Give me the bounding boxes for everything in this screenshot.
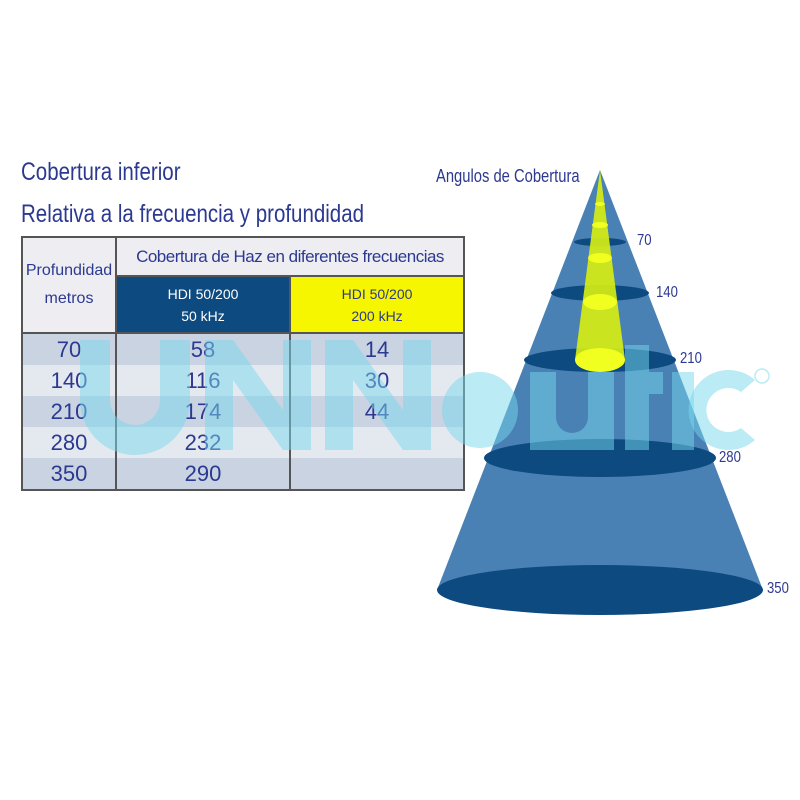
depth-label-350: 350 — [767, 580, 789, 597]
depth-ellipse-350 — [437, 565, 763, 615]
depth-label-280: 280 — [719, 449, 741, 466]
depth-label-140: 140 — [656, 284, 678, 301]
depth-cell: 280 — [21, 427, 117, 458]
narrow-ellipse — [588, 253, 612, 263]
table-row: 70 58 14 — [21, 333, 466, 365]
narrow-beam-cone — [575, 170, 625, 360]
page-title: Cobertura inferior — [21, 158, 181, 186]
coverage-50-cell: 58 — [115, 333, 291, 365]
coverage-table: Profundidad metros Cobertura de Haz en di… — [21, 236, 466, 491]
narrow-ellipse — [583, 294, 617, 310]
brand-watermark-logo — [80, 340, 770, 455]
header-200khz: HDI 50/200 200 kHz — [288, 275, 466, 334]
coverage-200-cell: 14 — [288, 333, 466, 365]
depth-label-210: 210 — [680, 350, 702, 367]
header-50khz: HDI 50/200 50 kHz — [115, 275, 291, 334]
narrow-ellipse — [595, 202, 605, 206]
depth-cell: 350 — [21, 458, 117, 491]
coverage-50-cell: 290 — [115, 458, 291, 491]
narrow-ellipse — [575, 348, 625, 372]
group-header: Cobertura de Haz en diferentes frecuenci… — [114, 236, 466, 277]
cone-title: Angulos de Cobertura — [436, 166, 580, 186]
coverage-200-cell — [288, 458, 466, 491]
page-subtitle: Relativa a la frecuencia y profundidad — [21, 200, 365, 228]
narrow-ellipse — [592, 222, 608, 228]
depth-label-70: 70 — [637, 232, 652, 249]
depth-header: Profundidad metros — [21, 236, 117, 334]
coverage-200-cell — [288, 427, 466, 458]
table-row: 350 290 — [21, 458, 466, 491]
